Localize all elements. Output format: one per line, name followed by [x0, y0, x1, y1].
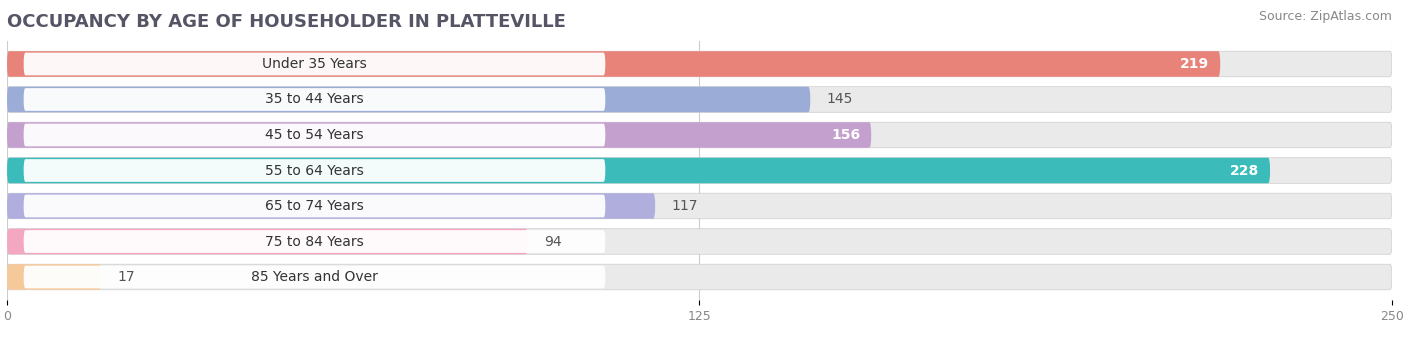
FancyBboxPatch shape	[7, 158, 1270, 183]
Text: 145: 145	[827, 92, 853, 106]
FancyBboxPatch shape	[7, 229, 527, 254]
Text: 94: 94	[544, 235, 562, 249]
FancyBboxPatch shape	[24, 88, 606, 111]
FancyBboxPatch shape	[7, 229, 1392, 254]
Text: 17: 17	[118, 270, 135, 284]
FancyBboxPatch shape	[7, 122, 872, 148]
Text: 55 to 64 Years: 55 to 64 Years	[266, 163, 364, 178]
Text: OCCUPANCY BY AGE OF HOUSEHOLDER IN PLATTEVILLE: OCCUPANCY BY AGE OF HOUSEHOLDER IN PLATT…	[7, 13, 565, 31]
FancyBboxPatch shape	[7, 87, 810, 112]
FancyBboxPatch shape	[24, 266, 606, 288]
FancyBboxPatch shape	[7, 193, 655, 219]
Text: 75 to 84 Years: 75 to 84 Years	[266, 235, 364, 249]
FancyBboxPatch shape	[24, 124, 606, 146]
Text: 35 to 44 Years: 35 to 44 Years	[266, 92, 364, 106]
FancyBboxPatch shape	[7, 264, 1392, 290]
Text: 65 to 74 Years: 65 to 74 Years	[266, 199, 364, 213]
FancyBboxPatch shape	[24, 230, 606, 253]
FancyBboxPatch shape	[7, 158, 1392, 183]
FancyBboxPatch shape	[7, 264, 101, 290]
FancyBboxPatch shape	[24, 159, 606, 182]
FancyBboxPatch shape	[7, 51, 1220, 77]
Text: 45 to 54 Years: 45 to 54 Years	[266, 128, 364, 142]
Text: 156: 156	[831, 128, 860, 142]
FancyBboxPatch shape	[7, 193, 1392, 219]
Text: Source: ZipAtlas.com: Source: ZipAtlas.com	[1258, 10, 1392, 23]
FancyBboxPatch shape	[7, 122, 1392, 148]
Text: 219: 219	[1180, 57, 1209, 71]
FancyBboxPatch shape	[7, 87, 1392, 112]
Text: Under 35 Years: Under 35 Years	[262, 57, 367, 71]
FancyBboxPatch shape	[7, 51, 1392, 77]
Text: 85 Years and Over: 85 Years and Over	[252, 270, 378, 284]
Text: 117: 117	[672, 199, 699, 213]
FancyBboxPatch shape	[24, 53, 606, 75]
FancyBboxPatch shape	[24, 195, 606, 217]
Text: 228: 228	[1230, 163, 1258, 178]
